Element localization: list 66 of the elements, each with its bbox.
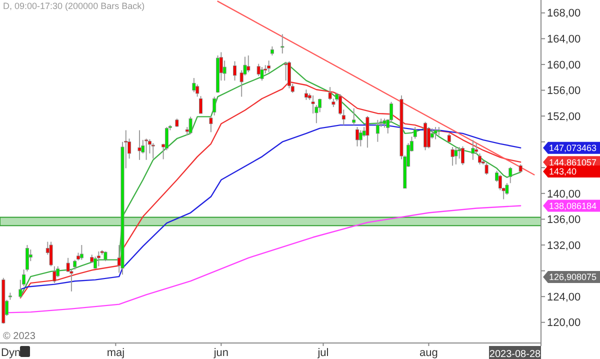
candlestick xyxy=(358,130,362,147)
candlestick xyxy=(382,118,386,128)
candlestick xyxy=(352,108,356,126)
candlestick xyxy=(424,121,428,151)
text: 144,861057 xyxy=(549,157,597,168)
text: 147,073463 xyxy=(549,143,597,154)
x-tick-label: aug xyxy=(420,347,438,359)
y-tick-label: 168,00 xyxy=(547,8,581,20)
y-tick-label: 164,00 xyxy=(547,34,581,46)
candlestick xyxy=(366,116,370,148)
text: 143,40 xyxy=(549,166,577,177)
candlestick xyxy=(450,146,454,166)
candlestick xyxy=(270,46,274,56)
candlestick xyxy=(304,89,308,100)
candlestick xyxy=(144,138,148,160)
candlestick xyxy=(256,63,260,77)
candlestick xyxy=(267,60,271,73)
text: 2023-08-28 xyxy=(489,349,542,359)
chart-title: D, 09:00-17:30 (200000 Bars Back) xyxy=(3,1,145,11)
y-tick-label: 152,00 xyxy=(547,110,581,123)
y-tick-label: 120,00 xyxy=(547,317,581,330)
candlestick xyxy=(192,78,196,93)
x-tick-label: maj xyxy=(106,347,125,359)
y-tick-label: 140,00 xyxy=(547,188,581,200)
candlestick xyxy=(311,94,315,114)
candlestick xyxy=(474,142,478,155)
candlestick xyxy=(471,139,475,160)
candlestick xyxy=(260,66,264,82)
candlestick xyxy=(80,244,84,260)
candlestick xyxy=(484,162,488,176)
candlestick xyxy=(199,96,202,114)
candlestick xyxy=(73,259,77,270)
candlestick xyxy=(96,250,100,267)
candlestick xyxy=(52,266,56,284)
x-tick-label: jun xyxy=(212,347,229,359)
y-tick-label: 124,00 xyxy=(547,291,581,304)
candlestick xyxy=(376,119,380,142)
candlestick xyxy=(505,182,509,196)
y-tick-label: 156,00 xyxy=(547,85,581,98)
candlestick xyxy=(188,116,192,135)
candlestick xyxy=(426,126,430,149)
candlestick xyxy=(454,146,458,165)
candlestick xyxy=(49,241,53,267)
candlestick xyxy=(280,34,284,54)
line-series xyxy=(6,205,522,314)
candlestick xyxy=(434,126,438,140)
candlestick xyxy=(460,146,464,166)
candlestick xyxy=(209,116,213,133)
candlestick xyxy=(151,142,155,160)
annotation: © 2023 xyxy=(3,331,36,342)
candlestick xyxy=(233,60,237,82)
candlestick xyxy=(246,54,250,73)
x-tick-label: jul xyxy=(316,347,329,359)
text: 138,086184 xyxy=(549,200,597,211)
candlestick xyxy=(104,250,108,262)
candlestick xyxy=(508,166,512,184)
y-tick-label: 160,00 xyxy=(547,59,581,72)
y-tick-label: 132,00 xyxy=(547,240,581,252)
text: 126,908075 xyxy=(549,272,597,282)
candlestick xyxy=(478,152,482,165)
candlestick xyxy=(287,60,291,89)
y-tick-label: 136,00 xyxy=(547,214,581,226)
candlestick xyxy=(356,126,360,147)
candlestick xyxy=(138,130,142,160)
text: Dyn xyxy=(1,347,21,359)
candlestick xyxy=(212,96,216,116)
